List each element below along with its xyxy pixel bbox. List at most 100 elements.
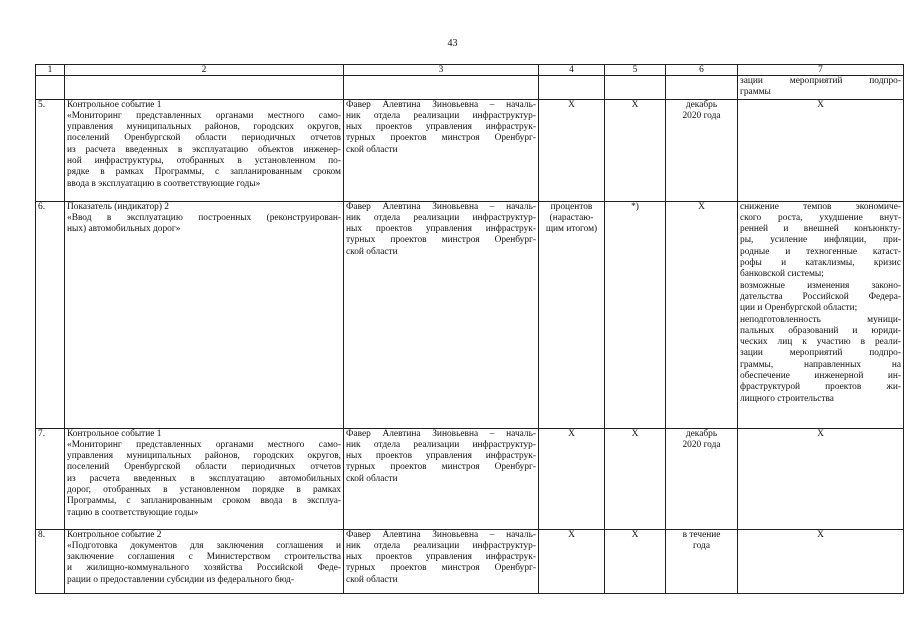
text-line: Х: [631, 428, 639, 439]
cell-description: Контрольное событие 2 «Подготовка докумен…: [64, 528, 344, 594]
cell-responsible: Фавер Алевтина Зиновьевна – началь-ник о…: [343, 427, 539, 530]
text-line: зации мероприятий подпро-: [740, 348, 901, 359]
cell-value: Х: [604, 98, 666, 202]
text-line: в течение: [682, 529, 721, 540]
table-row: 5. Контрольное событие 1 «Мониторинг предс…: [35, 98, 904, 202]
text-line: 2020 года: [682, 439, 721, 450]
text-line: ных) автомобильных дорог»: [67, 224, 181, 235]
text-line: Контрольное событие 1: [67, 428, 162, 439]
text-line: Контрольное событие 1: [67, 99, 162, 110]
text-line: турных проектов минстроя Оренбург-: [346, 563, 536, 574]
text-line: 6.: [38, 201, 46, 212]
text-line: процентов: [550, 201, 593, 212]
text-line: Х: [568, 529, 575, 540]
text-line: рофы и катаклизмы, кризис: [740, 258, 901, 269]
text-line: ник отдела реализации инфраструктур-: [346, 212, 536, 223]
text-line: фраструктурой проектов жи-: [740, 382, 901, 393]
cell-risks: снижение темпов экономиче-ского роста, у…: [737, 200, 904, 429]
column-header: 6: [665, 64, 738, 76]
text-line: ввода в эксплуатацию в соответствующие г…: [67, 178, 261, 189]
table-row: зации мероприятий подпро-граммы: [35, 75, 904, 100]
cell-value: Х: [604, 528, 666, 594]
cell-deadline: декабрь 2020 года: [665, 427, 738, 530]
text-line: ческих лиц к участию в реали-: [740, 337, 901, 348]
text-line: граммы: [740, 87, 771, 98]
cell-value: [604, 75, 666, 100]
cell-row-number: 6.: [35, 200, 65, 429]
text-line: 2020 года: [682, 110, 721, 121]
text-line: банковской системы;: [740, 269, 824, 280]
cell-deadline: в течение года: [665, 528, 738, 594]
text-line: Фавер Алевтина Зиновьевна – началь-: [346, 201, 536, 212]
text-line: Х: [568, 99, 575, 110]
text-line: ных проектов управления инфраструк-: [346, 224, 536, 235]
text-line: ных проектов управления инфраструк-: [346, 552, 536, 563]
text-line: дательства Российской Федера-: [740, 291, 901, 302]
text-line: ского роста, ухудшение внут-: [740, 212, 901, 223]
cell-risks: Х: [737, 528, 904, 594]
text-line: года: [693, 540, 710, 551]
text-line: пальных образований и юриди-: [740, 325, 901, 336]
column-header: 5: [604, 64, 666, 76]
text-line: ной инфраструктуры, отобранных в установ…: [67, 156, 341, 167]
cell-responsible: Фавер Алевтина Зиновьевна – началь-ник о…: [343, 528, 539, 594]
text-line: родные и техногенные катаст-: [740, 246, 901, 257]
text-line: Х: [698, 201, 705, 212]
text-line: ник отдела реализации инфраструктур-: [346, 540, 536, 551]
column-header: 2: [64, 64, 344, 76]
text-line: снижение темпов экономиче-: [740, 201, 901, 212]
cell-description: Контрольное событие 1 «Мониторинг предста…: [64, 98, 344, 202]
cell-description: Показатель (индикатор) 2 «Ввод в эксплуат…: [64, 200, 344, 429]
cell-row-number: [35, 75, 65, 100]
text-line: ренней и внешней конъюнкту-: [740, 224, 901, 235]
text-line: ской области: [346, 246, 398, 257]
cell-unit: процентов (нарастаю-щим итогом): [538, 200, 605, 429]
text-line: щим итогом): [545, 224, 598, 235]
text-line: ской области: [346, 473, 398, 484]
text-line: Х: [817, 99, 824, 110]
text-line: Х: [817, 428, 824, 439]
cell-unit: Х: [538, 98, 605, 202]
text-line: Х: [568, 428, 575, 439]
cell-unit: Х: [538, 528, 605, 594]
text-line: поселений Оренбургской области периодичн…: [67, 462, 341, 473]
cell-unit: Х: [538, 427, 605, 530]
text-line: Х: [631, 529, 639, 540]
text-line: неподготовленность муници-: [740, 314, 901, 325]
cell-row-number: 8.: [35, 528, 65, 594]
cell-value: Х: [604, 427, 666, 530]
text-line: заключение соглашения с Министерством ст…: [67, 552, 341, 563]
text-line: ской области: [346, 574, 398, 585]
text-line: зации мероприятий подпро-: [740, 76, 901, 86]
column-header: 4: [538, 64, 605, 76]
text-line: (нарастаю-: [549, 212, 594, 223]
page-number: 43: [447, 38, 458, 49]
text-line: декабрь: [685, 99, 718, 110]
program-table: 1 2 3 4 5 6 7 зации мероприятий подпро-г…: [35, 64, 904, 594]
text-line: Х: [631, 99, 639, 110]
text-line: рядке в рамках Программы, с запланирован…: [67, 167, 341, 178]
text-line: 7.: [38, 428, 46, 439]
text-line: лищного строительства: [740, 393, 834, 404]
text-line: поселений Оренбургской области периодичн…: [67, 133, 341, 144]
text-line: ных проектов управления инфраструк-: [346, 122, 536, 133]
text-line: «Подготовка документов для заключения со…: [67, 540, 341, 551]
cell-risks: Х: [737, 427, 904, 530]
table-row: 8. Контрольное событие 2 «Подготовка докум…: [35, 528, 904, 594]
column-number-row: 1 2 3 4 5 6 7: [35, 64, 904, 76]
text-line: из расчета введенных в эксплуатацию авто…: [67, 473, 341, 484]
text-line: и жилищно-коммунального хозяйства Россий…: [67, 563, 341, 574]
column-header: 7: [737, 64, 904, 76]
cell-responsible: [343, 75, 539, 100]
cell-description: [64, 75, 344, 100]
cell-deadline: [665, 75, 738, 100]
text-line: граммы, направленных на: [740, 359, 901, 370]
text-line: «Ввод в эксплуатацию построенных (реконс…: [67, 212, 341, 223]
text-line: Х: [817, 529, 824, 540]
cell-risks: зации мероприятий подпро-граммы: [737, 75, 904, 100]
column-header: 1: [35, 64, 65, 76]
cell-value: *): [604, 200, 666, 429]
text-line: Фавер Алевтина Зиновьевна – началь-: [346, 428, 536, 439]
column-header: 3: [343, 64, 539, 76]
text-line: «Мониторинг представленных органами мест…: [67, 439, 341, 450]
